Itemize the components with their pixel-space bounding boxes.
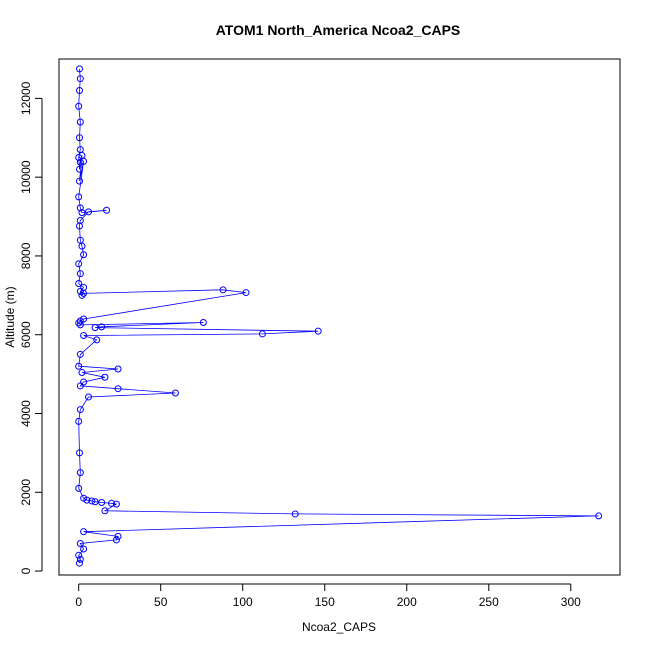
data-point: [80, 528, 88, 536]
data-point: [103, 206, 111, 214]
data-point: [76, 75, 84, 83]
x-tick-label: 0: [75, 595, 82, 609]
data-point: [85, 208, 93, 216]
data-point: [76, 65, 84, 73]
data-point: [101, 373, 109, 381]
series-line: [78, 68, 599, 564]
data-point: [76, 165, 84, 173]
data-point: [314, 327, 322, 335]
y-tick-label: 6000: [19, 321, 33, 348]
data-point: [114, 385, 122, 393]
y-tick-label: 12000: [19, 81, 33, 115]
data-point: [76, 469, 84, 477]
plot-frame: [58, 58, 621, 576]
data-point: [219, 286, 227, 294]
x-tick-label: 200: [397, 595, 417, 609]
data-point: [85, 393, 93, 401]
data-point: [76, 382, 84, 390]
data-point: [76, 539, 84, 547]
data-point: [88, 497, 96, 505]
data-point: [76, 406, 84, 414]
x-tick-label: 150: [315, 595, 335, 609]
data-point: [112, 500, 120, 508]
data-point: [75, 280, 83, 288]
y-tick-label: 2000: [19, 479, 33, 506]
data-point: [76, 449, 84, 457]
data-point: [101, 507, 109, 515]
data-point: [107, 499, 115, 507]
x-tick-label: 300: [561, 595, 581, 609]
data-point: [75, 260, 83, 268]
y-tick-label: 8000: [19, 242, 33, 269]
data-point: [76, 317, 84, 325]
data-point: [80, 157, 88, 165]
data-point: [93, 336, 101, 344]
data-point: [76, 204, 84, 212]
data-point: [80, 289, 88, 297]
data-point: [78, 209, 86, 217]
data-point: [80, 545, 88, 553]
y-tick-label: 4000: [19, 400, 33, 427]
data-point: [78, 242, 86, 250]
y-tick-label: 0: [19, 567, 33, 574]
data-point: [76, 87, 84, 95]
data-point: [114, 365, 122, 373]
data-point: [76, 134, 84, 142]
data-point: [114, 532, 122, 540]
data-point: [80, 251, 88, 259]
data-point: [75, 319, 83, 327]
data-point: [91, 498, 99, 506]
data-point: [171, 389, 179, 397]
y-axis-label: Altitude (m): [3, 286, 17, 347]
data-point: [76, 158, 84, 166]
data-point: [76, 177, 84, 185]
data-point: [75, 551, 83, 559]
x-axis-label: Ncoa2_CAPS: [302, 620, 376, 634]
data-point: [76, 555, 84, 563]
series-layer: [75, 65, 603, 567]
data-point: [76, 321, 84, 329]
data-point: [78, 291, 86, 299]
data-point: [75, 193, 83, 201]
data-point: [75, 484, 83, 492]
data-point: [75, 417, 83, 425]
x-axis: 0 50 100 150 200 250 300: [75, 583, 581, 609]
data-point: [291, 510, 299, 518]
data-point: [76, 118, 84, 126]
y-tick-label: 10000: [19, 160, 33, 194]
data-point: [78, 369, 86, 377]
data-point: [91, 324, 99, 332]
data-point: [75, 102, 83, 110]
y-axis: 0 2000 4000 6000 8000 10000 12000: [19, 81, 43, 574]
x-tick-label: 250: [479, 595, 499, 609]
data-point: [76, 222, 84, 230]
data-point: [83, 496, 91, 504]
chart-title: ATOM1 North_America Ncoa2_CAPS: [216, 22, 461, 38]
data-point: [76, 559, 84, 567]
data-point: [112, 536, 120, 544]
data-point: [242, 289, 250, 297]
data-point: [98, 323, 106, 331]
data-point: [199, 319, 207, 327]
x-tick-label: 100: [233, 595, 253, 609]
data-point: [76, 270, 84, 278]
data-point: [80, 332, 88, 340]
data-point: [76, 350, 84, 358]
data-point: [75, 362, 83, 370]
data-point: [595, 512, 603, 520]
x-tick-label: 50: [154, 595, 168, 609]
data-point: [258, 330, 266, 338]
data-point: [98, 499, 106, 507]
